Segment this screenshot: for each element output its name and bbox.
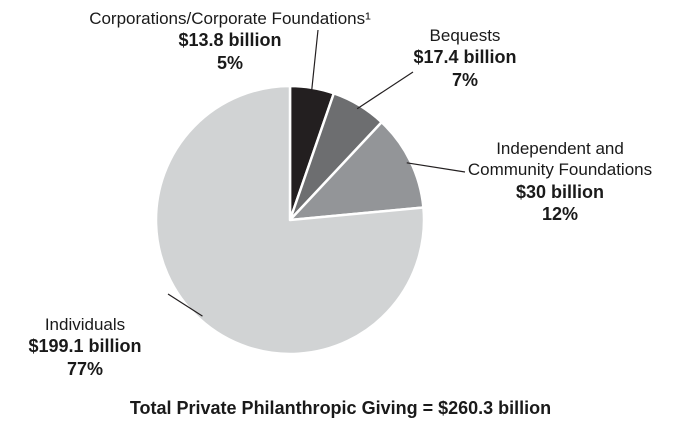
slice-label-corporations: Corporations/Corporate Foundations¹ $13.… — [70, 8, 390, 74]
slice-name-foundations-line2: Community Foundations — [467, 160, 653, 180]
pie-slice-foundations — [288, 120, 425, 222]
slice-amount-individuals: $199.1 billion — [28, 336, 142, 357]
leader-lines — [167, 29, 466, 317]
slice-amount-foundations: $30 billion — [515, 181, 605, 202]
slice-label-bequests: Bequests $17.4 billion 7% — [400, 25, 530, 91]
slice-name-corporations: Corporations/Corporate Foundations¹ — [89, 9, 371, 28]
slice-label-foundations: Independent and Community Foundations $3… — [455, 138, 665, 226]
slice-label-individuals: Individuals $199.1 billion 77% — [10, 314, 160, 380]
slice-amount-bequests: $17.4 billion — [413, 47, 517, 68]
slice-name-foundations-line1: Independent and — [496, 139, 624, 158]
slice-name-individuals: Individuals — [44, 315, 126, 334]
slice-percent-individuals: 77% — [66, 358, 104, 379]
leader-line-individuals — [167, 293, 203, 317]
leader-line-corporations — [310, 29, 319, 92]
slice-percent-bequests: 7% — [451, 69, 478, 90]
slice-amount-corporations: $13.8 billion — [178, 30, 282, 51]
leader-line-bequests — [356, 71, 414, 110]
slice-name-bequests: Bequests — [429, 26, 501, 45]
pie-slices — [154, 84, 426, 356]
slice-percent-corporations: 5% — [216, 52, 243, 73]
leader-line-foundations — [406, 162, 466, 173]
pie-slice-individuals — [154, 84, 426, 356]
slice-percent-foundations: 12% — [541, 204, 579, 224]
chart-footer-total: Total Private Philanthropic Giving = $26… — [129, 398, 552, 418]
